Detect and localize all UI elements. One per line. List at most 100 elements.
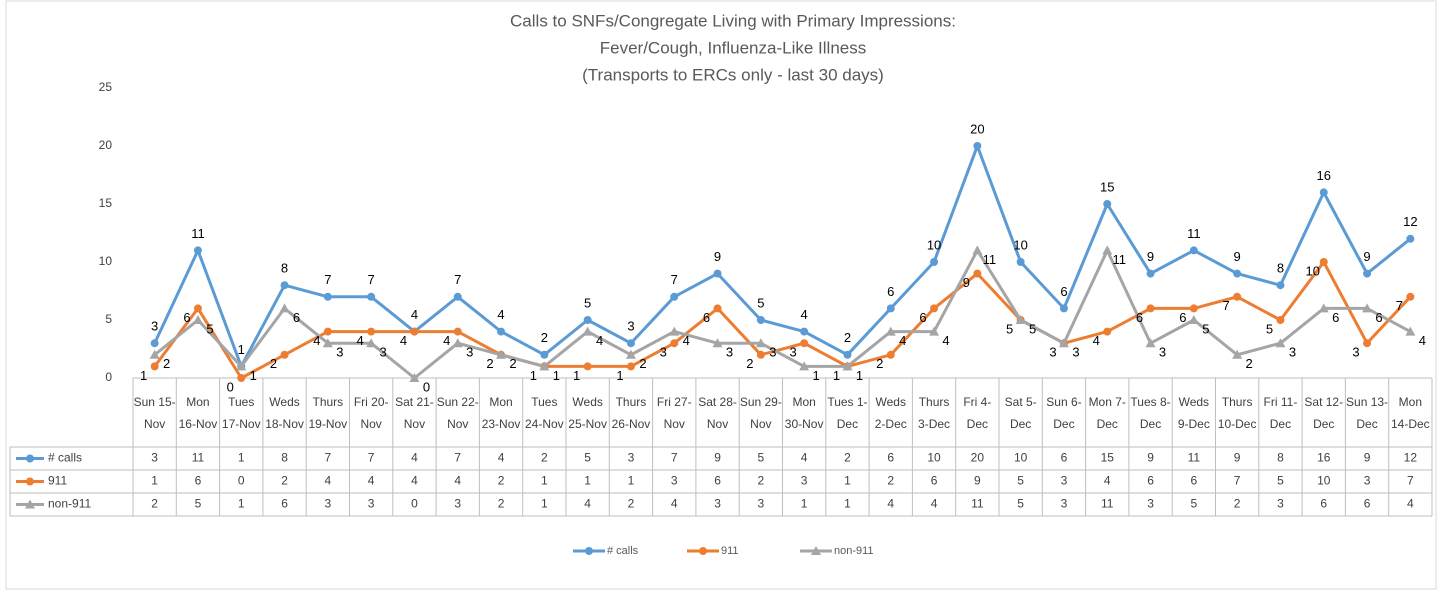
data-point bbox=[323, 292, 332, 301]
data-point bbox=[626, 362, 635, 371]
data-label: 4 bbox=[942, 333, 949, 348]
x-tick-label: Fri 27-Nov bbox=[656, 394, 692, 431]
table-cell: 2 bbox=[281, 474, 288, 488]
data-point bbox=[669, 326, 680, 336]
table-cell: 4 bbox=[887, 497, 894, 511]
category-cell: Sat 12-Dec bbox=[1304, 395, 1343, 431]
table-cell: 7 bbox=[671, 451, 678, 465]
table-row-label: 911 bbox=[48, 474, 67, 488]
series-line bbox=[153, 260, 1412, 380]
table-cell: 2 bbox=[758, 474, 765, 488]
data-point bbox=[280, 350, 289, 359]
table-cell: 4 bbox=[411, 451, 418, 465]
data-point bbox=[1363, 339, 1372, 348]
data-label: 1 bbox=[530, 368, 537, 383]
data-point bbox=[800, 327, 809, 336]
table-cell: 4 bbox=[671, 497, 678, 511]
table-cell: 2 bbox=[498, 474, 505, 488]
table-cell: 8 bbox=[281, 451, 288, 465]
data-label: 4 bbox=[497, 307, 504, 322]
category-cell: Mon 16-Nov bbox=[179, 395, 218, 431]
table-cell: 1 bbox=[238, 497, 245, 511]
data-point bbox=[713, 304, 722, 313]
data-point bbox=[1102, 245, 1113, 255]
legend-marker bbox=[811, 546, 821, 555]
data-label: 6 bbox=[293, 310, 300, 325]
category-cell: Sat 5-Dec bbox=[1005, 395, 1037, 431]
x-tick-label: Mon 23-Nov bbox=[481, 394, 521, 431]
table-cell: 1 bbox=[151, 474, 158, 488]
table-cell: 3 bbox=[714, 497, 721, 511]
data-label: 6 bbox=[1136, 310, 1143, 325]
category-cell: Weds 2-Dec bbox=[875, 395, 907, 431]
data-label: 4 bbox=[357, 333, 364, 348]
data-point bbox=[583, 316, 592, 324]
table-cell: 3 bbox=[758, 497, 765, 511]
table-cell: 10 bbox=[927, 451, 941, 465]
data-point bbox=[885, 326, 896, 336]
table-cell: 3 bbox=[1147, 497, 1154, 511]
category-cell: Sat 28-Nov bbox=[698, 394, 737, 431]
table-cell: 3 bbox=[801, 474, 808, 488]
table-cell: 0 bbox=[238, 474, 245, 488]
table-cell: 3 bbox=[454, 497, 461, 511]
table-cell: 6 bbox=[1147, 474, 1154, 488]
table-cell: 3 bbox=[1277, 497, 1284, 511]
x-tick-label: Tues 1-Dec bbox=[827, 394, 868, 431]
table-cell: 3 bbox=[1061, 497, 1068, 511]
category-cell: Weds 9-Dec bbox=[1178, 395, 1210, 431]
data-label: 2 bbox=[486, 356, 493, 371]
data-point bbox=[150, 362, 159, 371]
table-cell: 5 bbox=[1277, 474, 1284, 488]
x-tick-label: Sun 29-Nov bbox=[739, 394, 782, 431]
data-point bbox=[453, 292, 462, 301]
data-point bbox=[280, 281, 289, 290]
table-cell: 6 bbox=[714, 474, 721, 488]
data-label: 1 bbox=[140, 368, 147, 383]
data-point bbox=[1275, 338, 1286, 348]
data-label: 1 bbox=[856, 368, 863, 383]
table-cell: 11 bbox=[971, 497, 984, 511]
data-label: 3 bbox=[151, 319, 158, 334]
data-label: 10 bbox=[927, 237, 941, 252]
data-point bbox=[582, 326, 593, 336]
table-cell: 6 bbox=[281, 497, 288, 511]
data-point bbox=[756, 316, 765, 324]
data-label: 4 bbox=[443, 333, 450, 348]
data-label: 15 bbox=[1100, 179, 1114, 194]
legend-marker bbox=[699, 547, 707, 555]
data-label: 5 bbox=[584, 295, 591, 310]
x-tick-label: Thurs 19-Nov bbox=[308, 394, 348, 431]
data-point bbox=[973, 142, 982, 150]
table-cell: 4 bbox=[454, 474, 461, 488]
category-cell: Thurs 26-Nov bbox=[612, 395, 651, 431]
table-cell: 5 bbox=[758, 451, 765, 465]
data-label: 11 bbox=[191, 226, 205, 241]
table-cell: 2 bbox=[1234, 497, 1241, 511]
data-point bbox=[322, 338, 333, 348]
data-point bbox=[496, 349, 507, 359]
data-label: 5 bbox=[206, 321, 213, 336]
data-point bbox=[713, 269, 722, 278]
data-point bbox=[453, 327, 462, 336]
table-cell: 6 bbox=[1061, 451, 1068, 465]
y-tick-label: 15 bbox=[99, 196, 113, 210]
data-label: 2 bbox=[844, 330, 851, 345]
data-label: 1 bbox=[238, 342, 245, 357]
data-label: 2 bbox=[876, 356, 883, 371]
table-cell: 7 bbox=[1234, 474, 1241, 488]
data-point bbox=[1406, 292, 1415, 301]
legend-label: non-911 bbox=[834, 545, 874, 557]
x-tick-label: Sun 6-Dec bbox=[1046, 394, 1082, 431]
data-label: 4 bbox=[899, 333, 906, 348]
table-cell: 8 bbox=[1277, 451, 1284, 465]
data-point bbox=[279, 303, 290, 313]
data-label: 3 bbox=[466, 345, 473, 360]
data-point bbox=[1405, 326, 1416, 336]
category-cell: Weds 18-Nov bbox=[265, 395, 304, 431]
category-cell: Thurs 19-Nov bbox=[308, 394, 348, 431]
x-tick-label: Sat 28-Nov bbox=[698, 394, 737, 431]
data-point bbox=[1189, 246, 1198, 255]
x-tick-label: Mon 7-Dec bbox=[1088, 394, 1126, 431]
data-label: 3 bbox=[1049, 345, 1056, 360]
